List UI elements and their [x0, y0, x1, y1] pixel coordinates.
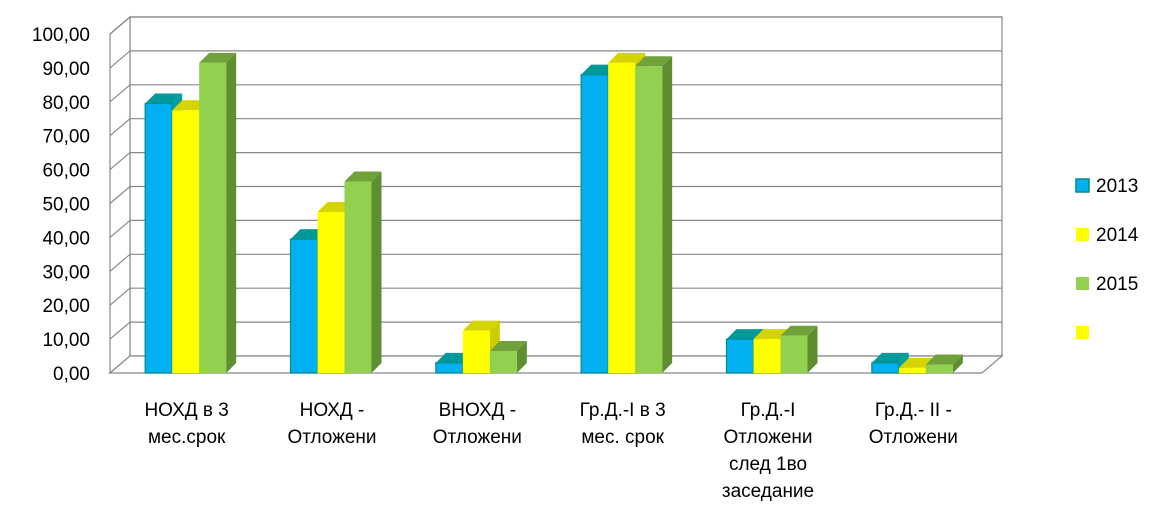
- gridline-side: [109, 16, 131, 35]
- x-category-label-line: НОХД в 3: [144, 400, 228, 421]
- bar-front: [435, 362, 464, 374]
- bar-front: [725, 338, 755, 374]
- y-tick-label: 90,00: [42, 59, 90, 80]
- x-category-label-line: Отложени: [287, 427, 376, 448]
- floor: [108, 355, 1004, 374]
- bar-front: [871, 362, 900, 374]
- gridline-side: [109, 253, 131, 272]
- bar-top: [871, 352, 909, 363]
- bar-top: [726, 329, 764, 340]
- x-category-label-line: заседание: [722, 481, 814, 502]
- bar-front: [289, 238, 319, 374]
- x-category-label: ВНОХД - Отложени: [433, 400, 522, 448]
- bar-side: [371, 171, 382, 373]
- legend: 2013 2014 2015: [1075, 176, 1139, 339]
- y-tick-label: 0,00: [53, 364, 90, 385]
- x-category-label: Гр.Д.-I Отложени след 1во заседание: [722, 400, 814, 502]
- x-category-label-line: мес.срок: [148, 427, 226, 448]
- legend-label: 2015: [1096, 274, 1138, 295]
- bar-side: [662, 56, 673, 373]
- x-category-label-line: Гр.Д.-I в 3: [580, 400, 666, 421]
- bar-top: [145, 93, 183, 104]
- y-tick-label: 10,00: [42, 330, 90, 351]
- legend-swatch: [1076, 277, 1089, 290]
- y-axis-tick-labels: 0,00 10,00 20,00 30,00 40,00 50,00 60,00 70,00 8…: [32, 25, 90, 385]
- x-category-label-line: Гр.Д.-I: [741, 400, 796, 421]
- gridline-side: [109, 84, 131, 103]
- bar-front: [344, 181, 372, 373]
- gridline-side: [109, 186, 131, 204]
- bar-top: [462, 320, 500, 331]
- gridline-side: [109, 152, 131, 171]
- bar-top: [608, 52, 646, 63]
- bar-front: [608, 62, 636, 373]
- y-tick-label: 20,00: [42, 296, 90, 317]
- bar-front: [144, 102, 173, 374]
- x-category-label-line: Отложени: [869, 427, 958, 448]
- x-category-label: Гр.Д.- II - Отложени: [869, 400, 958, 448]
- gridline-side: [109, 321, 131, 340]
- bar-front: [462, 330, 490, 373]
- bar-front: [898, 367, 926, 373]
- gridlines: [109, 16, 1002, 340]
- x-category-label-line: мес. срок: [581, 427, 664, 448]
- y-tick-label: 40,00: [42, 228, 90, 249]
- bar-side: [516, 340, 527, 373]
- bar-front: [925, 364, 953, 373]
- x-category-label-line: Отложени: [723, 427, 812, 448]
- bar-front: [780, 335, 808, 373]
- gridline-side: [109, 219, 131, 238]
- bar-top: [925, 354, 963, 365]
- y-tick-label: 70,00: [42, 127, 90, 148]
- bar-front: [635, 66, 663, 373]
- bar-side: [226, 52, 237, 373]
- bar-top: [344, 171, 382, 182]
- bar-top: [489, 340, 527, 351]
- bar-front: [753, 339, 781, 373]
- y-tick-label: 50,00: [42, 195, 90, 216]
- y-tick-label: 100,00: [32, 25, 90, 46]
- legend-label: 2014: [1096, 225, 1139, 246]
- bar-top: [635, 56, 673, 67]
- x-category-label-line: след 1во: [729, 454, 807, 475]
- legend-swatch: [1075, 178, 1090, 193]
- bar-front: [489, 350, 517, 373]
- x-category-label-line: Отложени: [433, 427, 522, 448]
- bar-side: [807, 325, 818, 373]
- gridline-side: [109, 287, 131, 306]
- y-tick-label: 80,00: [42, 93, 90, 114]
- bar: [925, 354, 963, 373]
- bar-front: [317, 211, 345, 373]
- x-axis-category-labels: НОХД в 3 мес.срок НОХД - Отложени ВНОХД - Отл…: [144, 400, 957, 502]
- bar: [780, 325, 818, 373]
- bar-top: [780, 325, 818, 336]
- y-tick-label: 30,00: [42, 262, 90, 283]
- x-category-label: НОХД - Отложени: [287, 400, 376, 448]
- x-category-label-line: НОХД -: [300, 400, 365, 421]
- bar: [489, 340, 527, 373]
- x-category-label-line: Гр.Д.- II -: [875, 400, 952, 421]
- legend-swatch: [1076, 228, 1089, 241]
- bar-front: [172, 110, 200, 374]
- x-category-label-line: ВНОХД -: [439, 400, 516, 421]
- chart-walls: [108, 15, 1004, 375]
- bars: [144, 52, 963, 374]
- bar: [635, 56, 673, 373]
- bar: [344, 171, 382, 373]
- legend-label: 2013: [1096, 176, 1138, 197]
- y-tick-label: 60,00: [42, 161, 90, 182]
- bar: [199, 52, 237, 373]
- gridline-side: [109, 118, 131, 137]
- gridline-side: [109, 50, 131, 69]
- legend-swatch: [1076, 326, 1089, 339]
- bar-top: [199, 52, 237, 63]
- bar-side: [952, 354, 963, 373]
- x-category-label: НОХД в 3 мес.срок: [144, 400, 228, 448]
- bar-front: [199, 62, 227, 373]
- bar-front: [580, 74, 609, 374]
- x-category-label: Гр.Д.-I в 3 мес. срок: [580, 400, 666, 448]
